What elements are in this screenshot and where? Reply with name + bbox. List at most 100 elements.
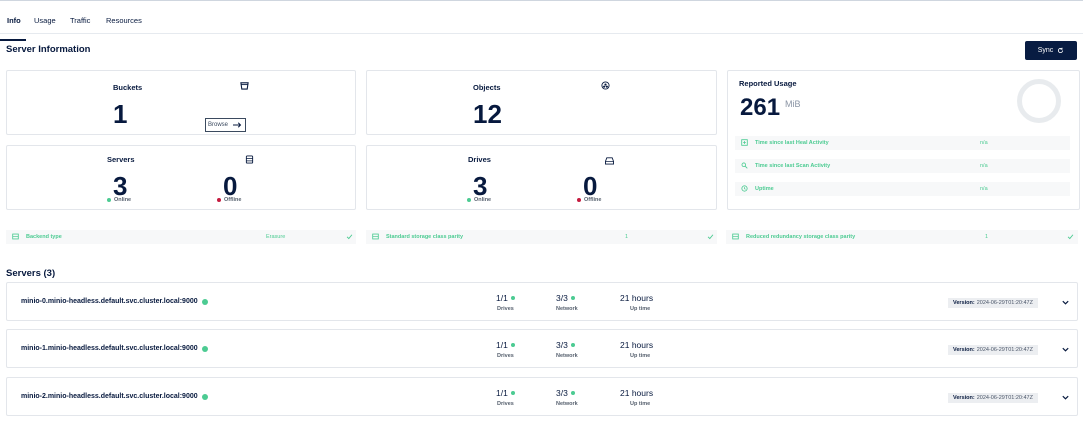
network-count: 3/3 <box>556 388 568 398</box>
storage-class-icon <box>732 233 739 240</box>
offline-dot <box>577 198 581 202</box>
drives-online-count: 3 <box>473 171 488 201</box>
server-uptime-value: 21 hours <box>620 388 654 398</box>
backend-icon <box>12 233 19 240</box>
uptime-label: Up time <box>630 353 651 359</box>
usage-donut-chart <box>1017 79 1061 123</box>
server-name: minio-0.minio-headless.default.svc.clust… <box>21 298 208 305</box>
reported-usage-unit: MiB <box>785 99 801 109</box>
tab-resources[interactable]: Resources <box>106 16 142 25</box>
reduced-redundancy-parity-row: Reduced redundancy storage class parity … <box>726 230 1078 244</box>
offline-dot <box>217 198 221 202</box>
drives-status-dot <box>510 391 515 395</box>
server-status-dot <box>201 393 208 400</box>
buckets-title: Buckets <box>113 83 143 92</box>
server-network-value: 3/3 <box>556 340 575 350</box>
online-dot <box>467 198 471 202</box>
check-icon <box>1067 234 1074 240</box>
tab-info[interactable]: Info <box>7 16 21 25</box>
server-drives-value: 1/1 <box>496 293 515 303</box>
check-icon <box>707 234 714 240</box>
server-row[interactable]: minio-1.minio-headless.default.svc.clust… <box>6 329 1078 368</box>
drives-count: 1/1 <box>496 293 508 303</box>
server-drives-value: 1/1 <box>496 388 515 398</box>
reduced-redundancy-parity-value: 1 <box>985 234 989 240</box>
chevron-down-icon[interactable] <box>1061 393 1070 402</box>
top-border <box>0 0 1083 1</box>
reduced-redundancy-parity-label: Reduced redundancy storage class parity <box>746 234 856 240</box>
network-label: Network <box>556 401 578 407</box>
uptime-row: Uptime n/a <box>735 182 1070 196</box>
server-information-title: Server Information <box>6 44 91 55</box>
chevron-down-icon[interactable] <box>1061 298 1070 307</box>
heal-activity-label: Time since last Heal Activity <box>755 140 829 146</box>
drives-title: Drives <box>468 155 491 164</box>
drives-status-dot <box>510 296 515 300</box>
heal-activity-value: n/a <box>980 140 988 146</box>
drives-online-status: Online <box>467 197 491 203</box>
servers-section-title: Servers (3) <box>6 268 56 279</box>
network-status-dot <box>570 296 575 300</box>
drives-card: Drives 3 Online 0 Offline <box>366 145 717 210</box>
drives-label: Drives <box>497 401 514 407</box>
server-uptime-value: 21 hours <box>620 293 654 303</box>
reported-usage-title: Reported Usage <box>739 79 797 88</box>
network-status-dot <box>570 391 575 395</box>
tab-usage[interactable]: Usage <box>34 16 56 25</box>
server-name: minio-1.minio-headless.default.svc.clust… <box>21 345 208 352</box>
scan-activity-row: Time since last Scan Activity n/a <box>735 159 1070 173</box>
server-network-value: 3/3 <box>556 293 575 303</box>
uptime-label: Uptime <box>755 186 774 192</box>
network-count: 3/3 <box>556 340 568 350</box>
refresh-icon <box>1058 47 1064 54</box>
drive-icon <box>605 157 614 165</box>
heal-icon <box>741 139 748 146</box>
version-value: 2024-06-29T01:20:47Z <box>976 300 1033 306</box>
server-row[interactable]: minio-0.minio-headless.default.svc.clust… <box>6 282 1078 321</box>
servers-online-count: 3 <box>113 171 128 201</box>
uptime-label: Up time <box>630 306 651 312</box>
drives-label: Drives <box>497 353 514 359</box>
server-status-dot <box>201 298 208 305</box>
server-icon <box>245 155 254 164</box>
network-label: Network <box>556 306 578 312</box>
version-label: Version: <box>953 300 975 306</box>
sync-button-label: Sync <box>1037 47 1054 54</box>
drives-count: 1/1 <box>496 340 508 350</box>
storage-class-icon <box>372 233 379 240</box>
server-status-dot <box>201 345 208 352</box>
offline-label: Offline <box>584 197 602 203</box>
chevron-down-icon[interactable] <box>1061 345 1070 354</box>
version-value: 2024-06-29T01:20:47Z <box>976 395 1033 401</box>
online-label: Online <box>474 197 492 203</box>
sync-button[interactable]: Sync <box>1025 41 1077 60</box>
scan-icon <box>741 162 748 169</box>
objects-count: 12 <box>473 99 502 129</box>
check-icon <box>346 234 353 240</box>
server-name: minio-2.minio-headless.default.svc.clust… <box>21 393 208 400</box>
server-name-text: minio-0.minio-headless.default.svc.clust… <box>21 298 198 305</box>
tab-traffic[interactable]: Traffic <box>70 16 91 25</box>
standard-parity-row: Standard storage class parity 1 <box>366 230 717 244</box>
uptime-label: Up time <box>630 401 651 407</box>
servers-offline-count: 0 <box>223 171 238 201</box>
browse-label: Browse <box>208 122 229 128</box>
server-uptime-value: 21 hours <box>620 340 654 350</box>
browse-button[interactable]: Browse <box>205 118 246 132</box>
server-row[interactable]: minio-2.minio-headless.default.svc.clust… <box>6 377 1078 416</box>
version-label: Version: <box>953 395 975 401</box>
server-name-text: minio-2.minio-headless.default.svc.clust… <box>21 393 198 400</box>
version-value: 2024-06-29T01:20:47Z <box>976 347 1033 353</box>
online-dot <box>107 198 111 202</box>
objects-icon <box>601 81 610 90</box>
drives-offline-status: Offline <box>577 197 601 203</box>
heal-activity-row: Time since last Heal Activity n/a <box>735 136 1070 150</box>
drives-count: 1/1 <box>496 388 508 398</box>
clock-icon <box>741 185 748 192</box>
drives-offline-count: 0 <box>583 171 598 201</box>
uptime-value: n/a <box>980 186 988 192</box>
reported-usage-value: 261 <box>740 94 781 121</box>
servers-online-status: Online <box>107 197 131 203</box>
scan-activity-label: Time since last Scan Activity <box>755 163 831 169</box>
backend-type-value: Erasure <box>266 234 286 240</box>
